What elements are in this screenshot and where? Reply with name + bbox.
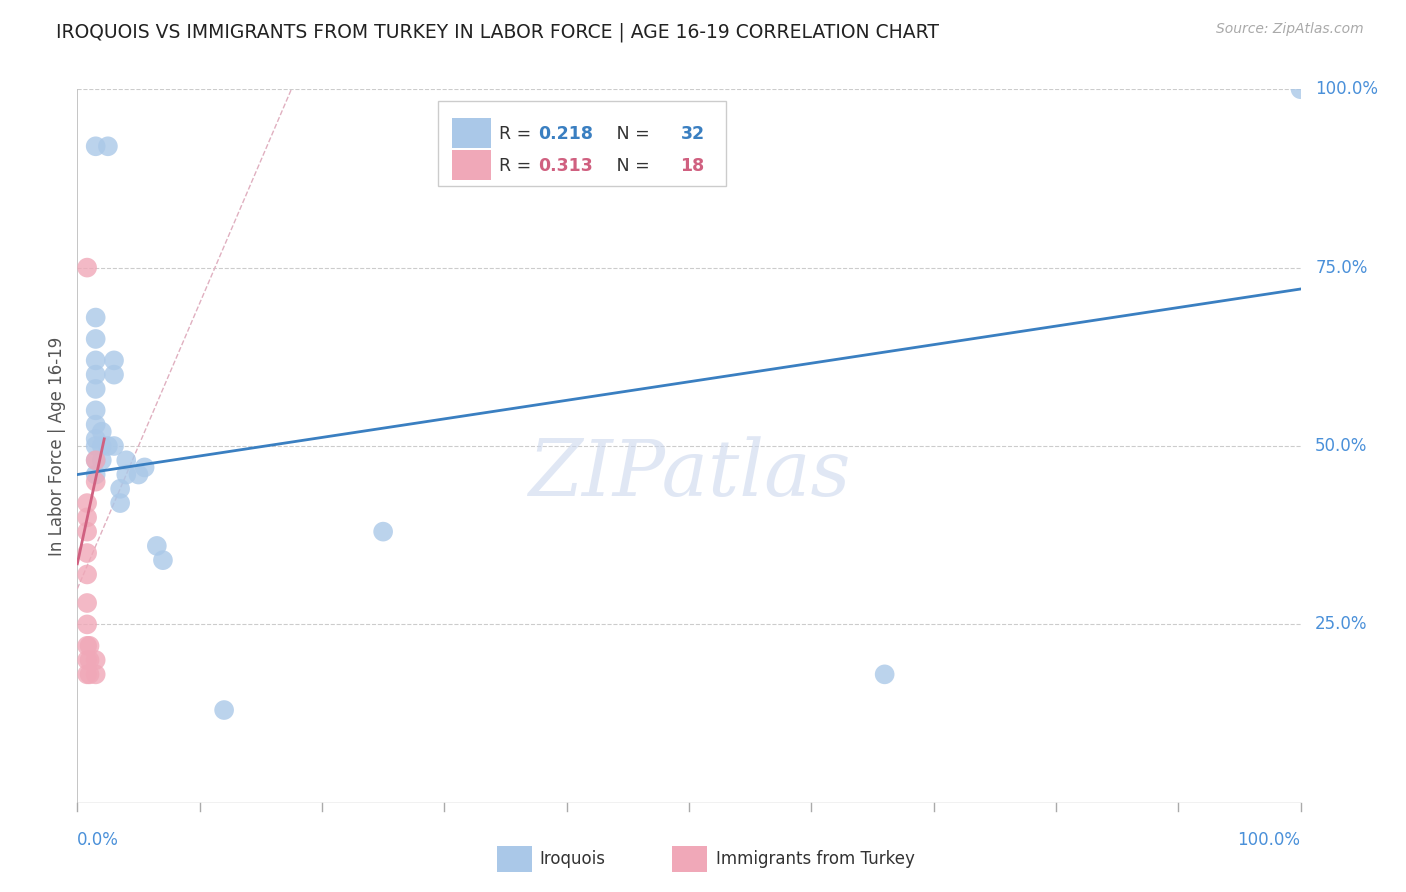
Point <box>84 310 107 325</box>
Text: 25.0%: 25.0% <box>1315 615 1368 633</box>
Point <box>103 439 125 453</box>
Text: 0.313: 0.313 <box>538 157 593 175</box>
Text: Iroquois: Iroquois <box>540 850 606 868</box>
Y-axis label: In Labor Force | Age 16-19: In Labor Force | Age 16-19 <box>48 336 66 556</box>
Point <box>84 667 107 681</box>
Point <box>84 439 107 453</box>
Point <box>152 553 174 567</box>
Point <box>84 368 107 382</box>
FancyBboxPatch shape <box>451 119 491 148</box>
Point <box>97 139 120 153</box>
Point <box>84 467 107 482</box>
Text: 0.0%: 0.0% <box>77 831 120 849</box>
Point <box>84 332 107 346</box>
Point <box>84 653 107 667</box>
Text: IROQUOIS VS IMMIGRANTS FROM TURKEY IN LABOR FORCE | AGE 16-19 CORRELATION CHART: IROQUOIS VS IMMIGRANTS FROM TURKEY IN LA… <box>56 22 939 42</box>
Point <box>873 667 896 681</box>
Point <box>84 403 107 417</box>
Text: 100.0%: 100.0% <box>1315 80 1378 98</box>
Point <box>76 510 98 524</box>
Point <box>115 453 138 467</box>
Text: ZIPatlas: ZIPatlas <box>527 436 851 513</box>
Point <box>103 368 125 382</box>
Point <box>79 639 101 653</box>
Text: R =: R = <box>499 157 537 175</box>
FancyBboxPatch shape <box>496 847 533 872</box>
Text: N =: N = <box>599 125 655 143</box>
Point <box>212 703 235 717</box>
Point <box>76 496 98 510</box>
Point <box>84 432 107 446</box>
Point <box>79 667 101 681</box>
Point <box>76 567 98 582</box>
Point <box>76 653 98 667</box>
Point <box>90 439 112 453</box>
Point <box>108 482 131 496</box>
Text: 100.0%: 100.0% <box>1237 831 1301 849</box>
Text: 32: 32 <box>681 125 704 143</box>
Point <box>84 475 107 489</box>
Text: 0.218: 0.218 <box>538 125 593 143</box>
Text: N =: N = <box>599 157 655 175</box>
Point <box>84 353 107 368</box>
Text: 18: 18 <box>681 157 704 175</box>
Point <box>84 417 107 432</box>
Point <box>127 467 149 482</box>
Point <box>76 639 98 653</box>
Point <box>108 496 131 510</box>
FancyBboxPatch shape <box>439 102 725 186</box>
Text: Source: ZipAtlas.com: Source: ZipAtlas.com <box>1216 22 1364 37</box>
Point <box>90 453 112 467</box>
Text: R =: R = <box>499 125 537 143</box>
Point <box>84 139 107 153</box>
Text: 75.0%: 75.0% <box>1315 259 1368 277</box>
FancyBboxPatch shape <box>451 150 491 180</box>
Point <box>371 524 394 539</box>
Text: 50.0%: 50.0% <box>1315 437 1368 455</box>
Point <box>97 439 120 453</box>
Point <box>103 353 125 368</box>
Point <box>1289 82 1312 96</box>
Point <box>79 653 101 667</box>
Point <box>76 617 98 632</box>
Point <box>84 453 107 467</box>
Point <box>84 382 107 396</box>
Point <box>90 425 112 439</box>
FancyBboxPatch shape <box>672 847 707 872</box>
Point <box>115 467 138 482</box>
Point <box>134 460 156 475</box>
Point <box>76 667 98 681</box>
Point <box>76 546 98 560</box>
Point <box>76 596 98 610</box>
Point <box>84 453 107 467</box>
Text: Immigrants from Turkey: Immigrants from Turkey <box>716 850 915 868</box>
Point <box>76 260 98 275</box>
Point <box>146 539 169 553</box>
Point <box>76 524 98 539</box>
